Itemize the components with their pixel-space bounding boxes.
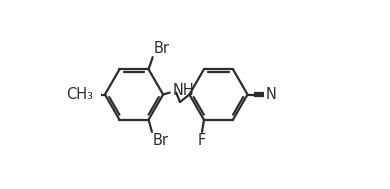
Text: Br: Br xyxy=(154,41,170,56)
Text: NH: NH xyxy=(172,83,194,98)
Text: N: N xyxy=(265,87,276,102)
Text: Br: Br xyxy=(153,133,169,148)
Text: CH₃: CH₃ xyxy=(66,87,93,102)
Text: F: F xyxy=(198,133,206,148)
